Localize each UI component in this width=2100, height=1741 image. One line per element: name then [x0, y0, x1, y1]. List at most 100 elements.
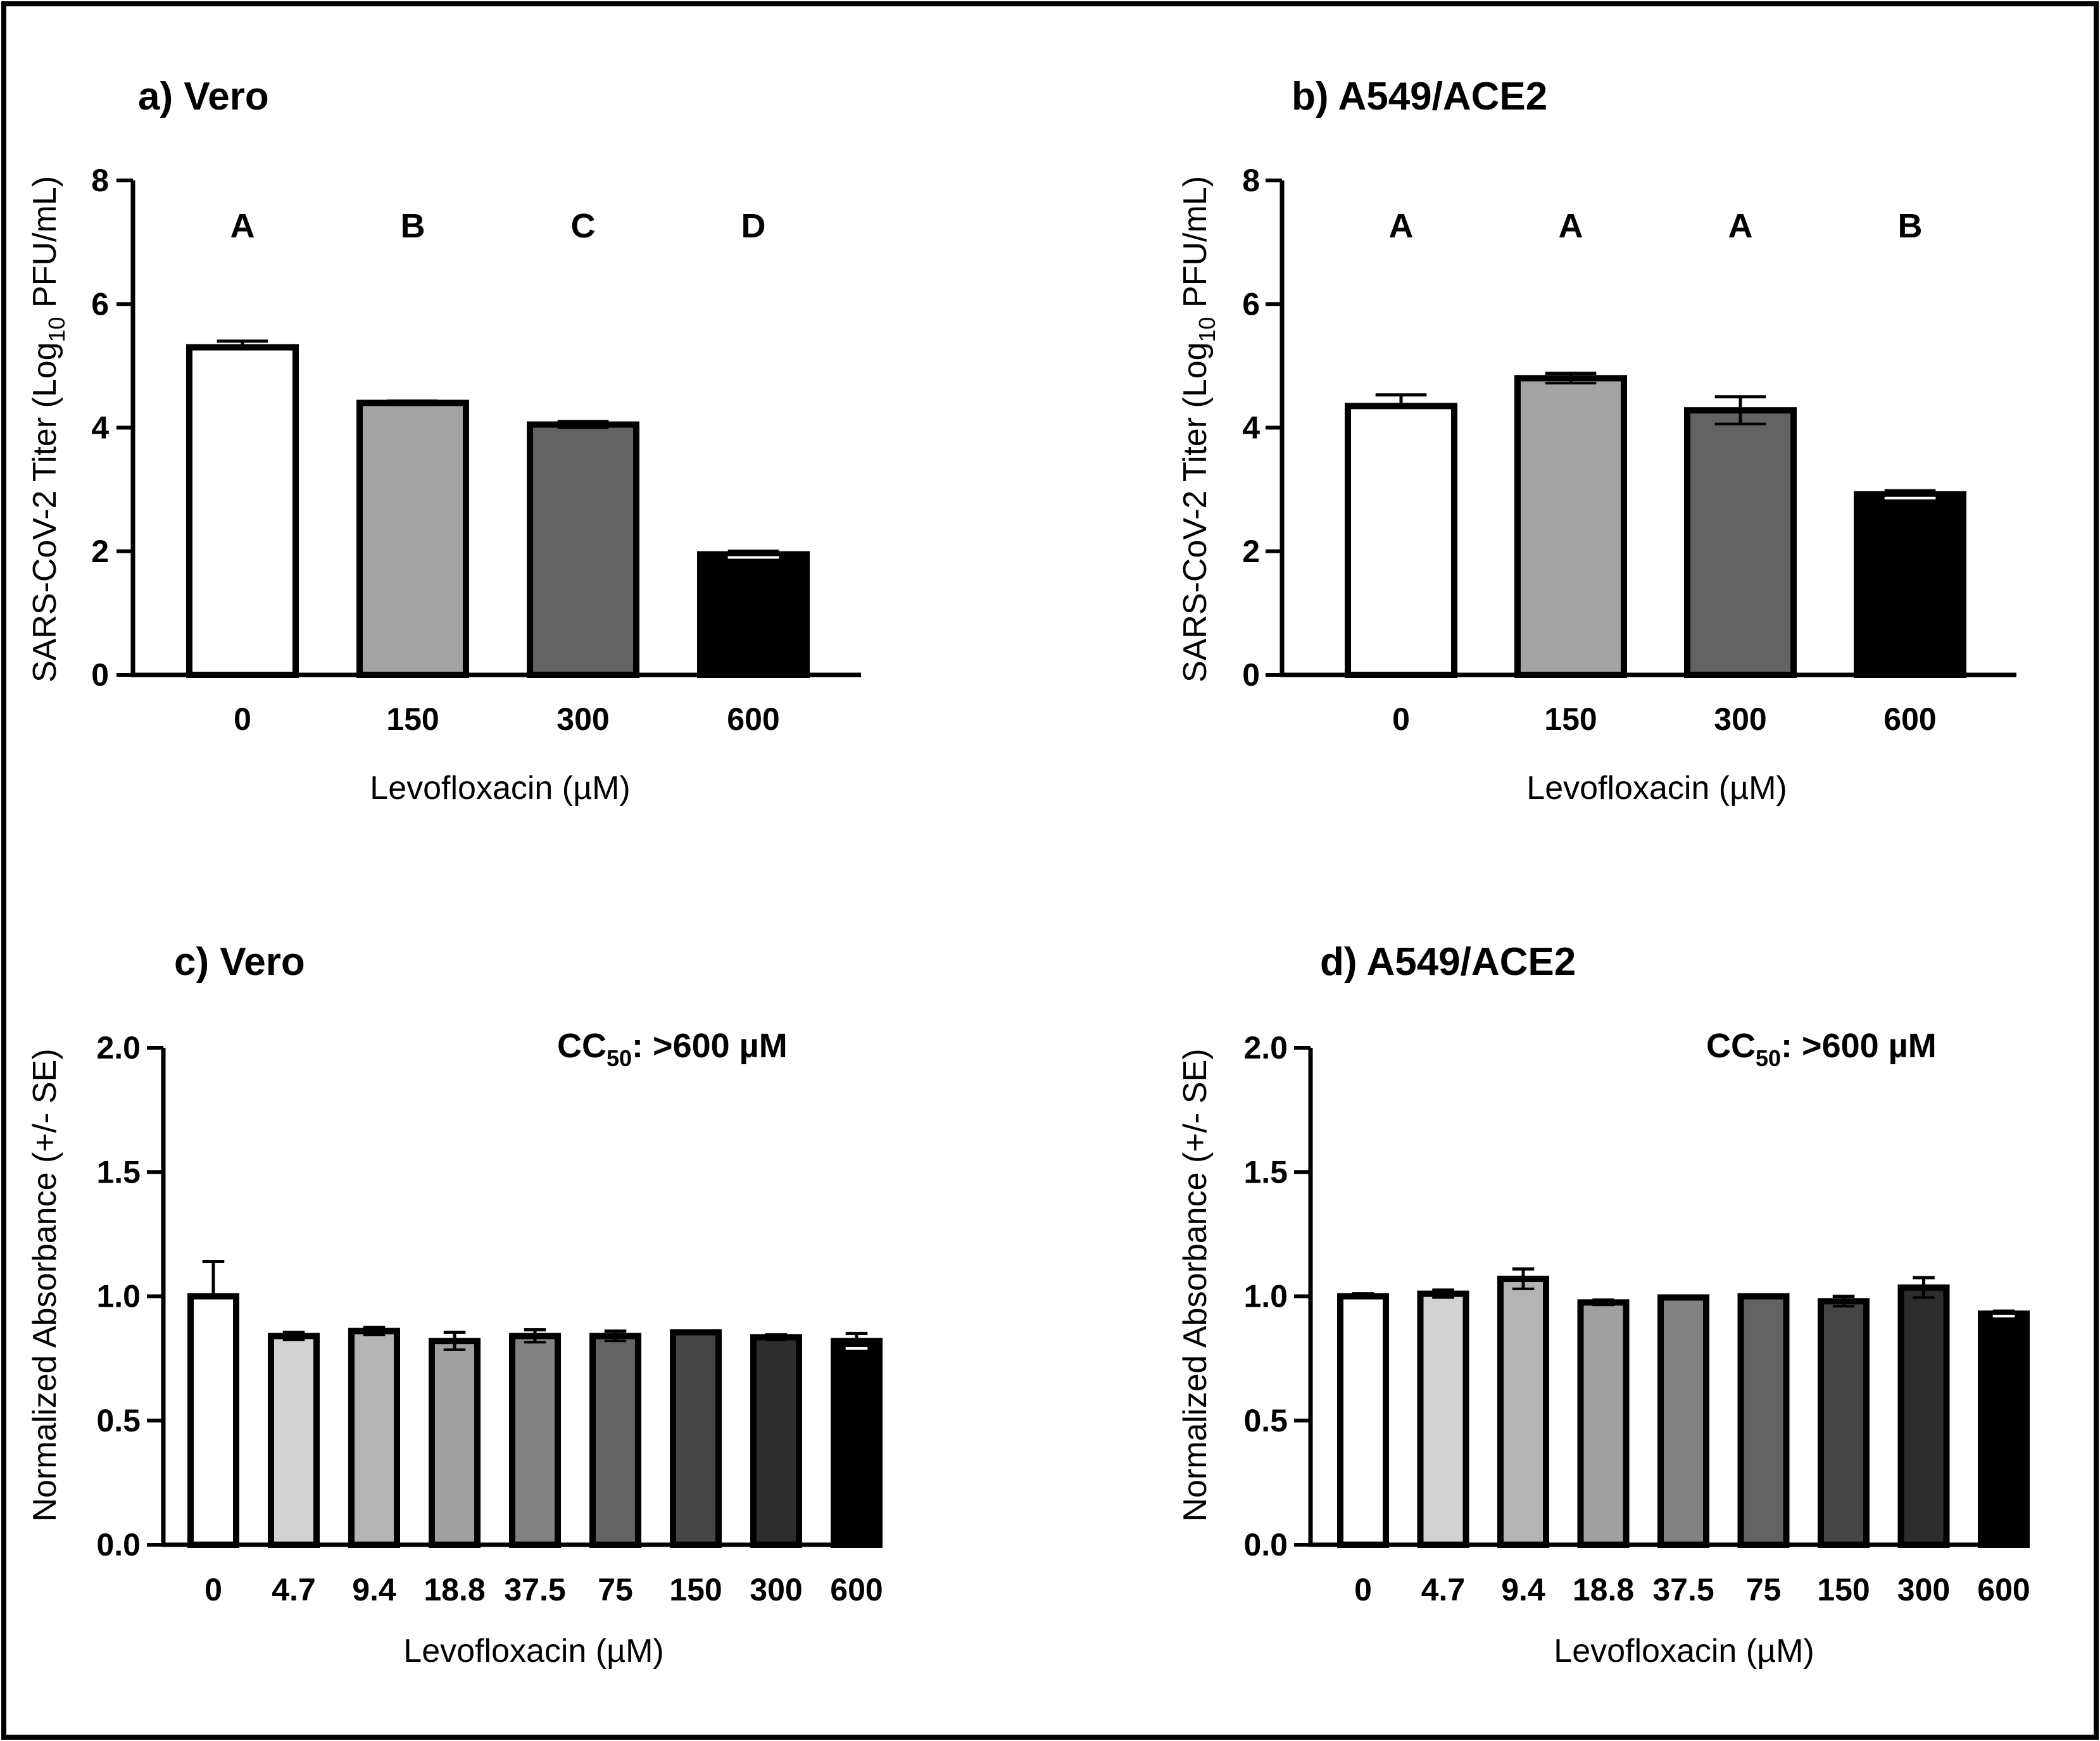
panel-d-bar	[1577, 1299, 1630, 1548]
panel-b-y-tick-label: 0	[1242, 657, 1260, 693]
panel-c-bar	[429, 1338, 481, 1548]
panel-a-y-label-sub: 10	[44, 317, 70, 342]
panel-c-x-tick-label: 18.8	[424, 1572, 485, 1607]
panel-d-x-tick-label: 4.7	[1421, 1572, 1466, 1607]
panel-c: c) Vero Normalized Absorbance (+/- SE) L…	[27, 940, 883, 1669]
panel-b-group-letter: A	[1728, 207, 1753, 245]
panel-d-bar	[1417, 1290, 1469, 1548]
panel-d-bar	[1337, 1293, 1389, 1548]
panel-a-bar	[186, 344, 299, 678]
panel-d-y-tick-label: 0.0	[1243, 1527, 1288, 1562]
panel-a-bar	[697, 551, 810, 678]
panel-b-x-axis-label: Levofloxacin (µM)	[1526, 770, 1787, 807]
panel-d-x-tick-label: 37.5	[1652, 1572, 1714, 1607]
panel-b: b) A549/ACE2 SARS-CoV-2 Titer (Log10 PFU…	[1177, 75, 2016, 807]
panel-c-bar	[831, 1338, 883, 1548]
panel-d-x-tick-label: 0	[1354, 1572, 1372, 1607]
panel-b-group-letter: A	[1389, 207, 1414, 245]
panel-a-x-tick-label: 0	[234, 701, 251, 737]
panel-a-x-tick-label: 150	[386, 701, 439, 737]
panel-d-x-tick-label: 18.8	[1573, 1572, 1634, 1607]
panel-a-group-letter: A	[230, 207, 255, 245]
panel-c-bar	[509, 1333, 561, 1549]
panel-a-bar	[356, 399, 469, 678]
panel-c-bar	[348, 1328, 400, 1548]
panel-c-x-tick-label: 150	[669, 1572, 722, 1607]
panel-d-y-tick-label: 1.0	[1243, 1279, 1288, 1314]
panel-c-title: c) Vero	[174, 940, 305, 984]
panel-b-group-letter: B	[1898, 207, 1923, 245]
panel-d-x-tick-label: 75	[1746, 1572, 1782, 1607]
panel-b-y-label-main: SARS-CoV-2 Titer (Log	[1177, 342, 1214, 682]
panel-a-y-tick-label: 0	[91, 657, 109, 693]
panel-c-y-axis-label: Normalized Absorbance (+/- SE)	[27, 1048, 63, 1521]
panel-c-x-tick-label: 300	[750, 1572, 802, 1607]
panel-c-x-tick-label: 600	[830, 1572, 883, 1607]
panel-d-bar	[1818, 1298, 1870, 1549]
panel-b-y-tick-label: 8	[1242, 163, 1260, 198]
panel-d-title: d) A549/ACE2	[1320, 940, 1576, 984]
panel-b-y-label-tail: PFU/mL)	[1177, 176, 1214, 317]
panel-a-y-tick-label: 8	[91, 163, 109, 198]
panel-b-y-tick-label: 2	[1242, 534, 1260, 569]
panel-d-bar	[1657, 1294, 1709, 1548]
panel-d-x-tick-label: 150	[1817, 1572, 1870, 1607]
panel-b-x-tick-label: 300	[1714, 701, 1766, 737]
panel-b-y-tick-label: 6	[1242, 286, 1260, 322]
panel-d-x-axis-label: Levofloxacin (µM)	[1554, 1633, 1814, 1669]
panel-a-y-tick-label: 2	[91, 534, 109, 569]
panel-c-cc50-label: CC50: >600 µM	[557, 1027, 788, 1071]
panel-c-cc50-main: CC	[557, 1027, 607, 1065]
panel-c-x-tick-label: 0	[204, 1572, 222, 1607]
panel-d-x-tick-label: 300	[1897, 1572, 1950, 1607]
panel-a-group-letter: C	[571, 207, 596, 245]
panel-d-x-tick-label: 600	[1977, 1572, 2030, 1607]
panel-a-y-tick-label: 4	[91, 410, 109, 446]
panel-b-y-tick-label: 4	[1242, 410, 1260, 446]
panel-c-cc50-tail: : >600 µM	[632, 1027, 788, 1065]
panel-c-bar	[589, 1333, 641, 1549]
panel-c-x-tick-label: 9.4	[352, 1572, 396, 1607]
panel-b-bar	[1345, 403, 1457, 678]
panel-a-title: a) Vero	[138, 75, 269, 118]
panel-b-y-label-sub: 10	[1194, 317, 1220, 342]
panel-a-x-tick-label: 300	[556, 701, 609, 737]
panel-a-x-tick-label: 600	[727, 701, 779, 737]
panel-c-y-tick-label: 1.0	[96, 1279, 141, 1314]
panel-d-y-tick-label: 2.0	[1243, 1030, 1288, 1065]
panel-b-y-axis-label: SARS-CoV-2 Titer (Log10 PFU/mL)	[1177, 176, 1220, 682]
panel-a-x-axis-label: Levofloxacin (µM)	[370, 770, 630, 807]
panel-c-cc50-sub: 50	[607, 1045, 632, 1071]
panel-d-x-tick-label: 9.4	[1501, 1572, 1545, 1607]
panel-c-y-tick-label: 2.0	[96, 1030, 141, 1065]
panel-d-bar	[1897, 1284, 1950, 1548]
panel-a-y-label-main: SARS-CoV-2 Titer (Log	[27, 342, 63, 682]
panel-c-x-tick-label: 37.5	[504, 1572, 565, 1607]
panel-c-bar	[750, 1334, 802, 1548]
panel-a-group-letter: D	[741, 207, 766, 245]
panel-b-bar	[1854, 491, 1966, 678]
panel-d: d) A549/ACE2 Normalized Absorbance (+/- …	[1177, 940, 2030, 1669]
panel-b-group-letter: A	[1559, 207, 1583, 245]
panel-a-y-tick-label: 6	[91, 286, 109, 322]
panel-b-bar	[1684, 407, 1797, 678]
panel-b-x-tick-label: 0	[1392, 701, 1410, 737]
panel-b-x-tick-label: 150	[1544, 701, 1597, 737]
panel-c-y-tick-label: 0.5	[96, 1403, 141, 1438]
panel-a-group-letter: B	[401, 207, 425, 245]
panel-a: a) Vero SARS-CoV-2 Titer (Log10 PFU/mL) …	[27, 75, 861, 807]
panel-b-title: b) A549/ACE2	[1292, 75, 1547, 118]
panel-d-y-tick-label: 0.5	[1243, 1403, 1288, 1438]
panel-c-x-tick-label: 4.7	[272, 1572, 316, 1607]
panel-c-bar	[187, 1293, 239, 1548]
panel-c-bar	[268, 1333, 320, 1549]
panel-c-y-tick-label: 1.5	[96, 1154, 141, 1190]
panel-a-bar	[527, 421, 639, 679]
panel-c-bar	[670, 1329, 722, 1549]
panel-d-y-tick-label: 1.5	[1243, 1154, 1288, 1190]
panel-a-y-axis-label: SARS-CoV-2 Titer (Log10 PFU/mL)	[27, 176, 70, 682]
panel-d-y-axis-label: Normalized Absorbance (+/- SE)	[1177, 1048, 1214, 1521]
panel-d-cc50-tail: : >600 µM	[1781, 1027, 1937, 1065]
